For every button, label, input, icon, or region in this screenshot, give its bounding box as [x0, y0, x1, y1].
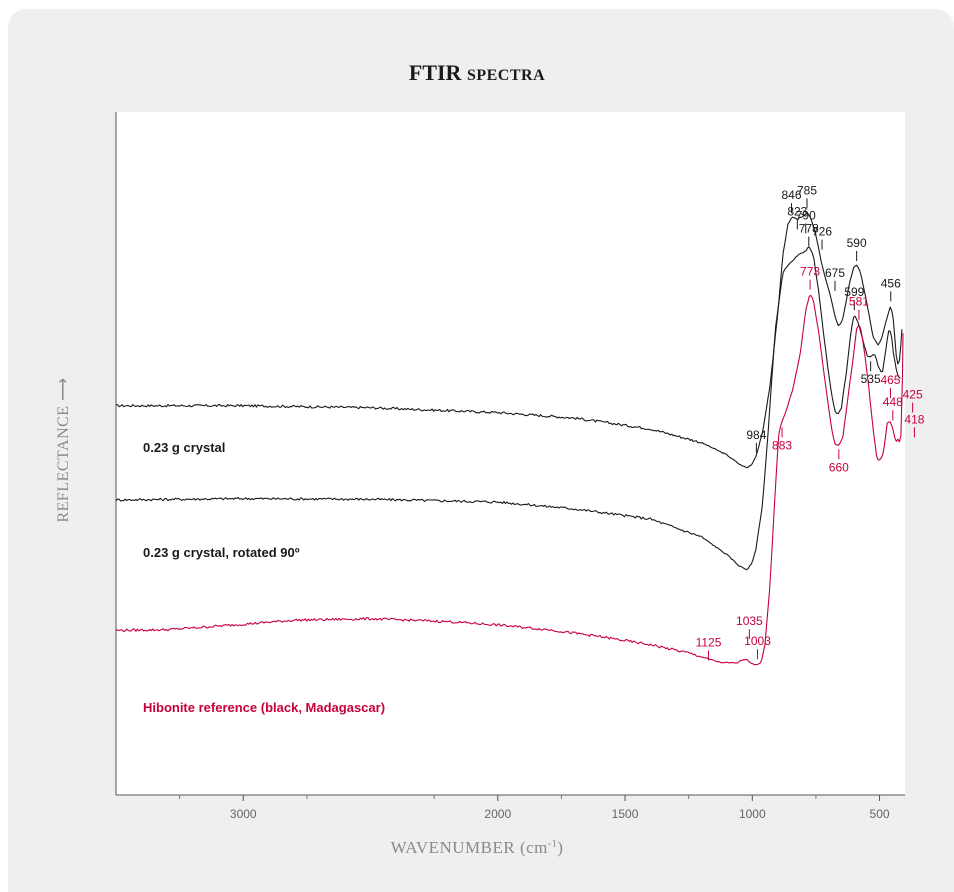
x-axis-label-end: )	[557, 838, 564, 857]
annotation-label: 535	[861, 372, 881, 386]
peak-annotation: 456	[881, 276, 901, 302]
series-label-1: 0.23 g crystal	[143, 440, 225, 455]
peak-annotation: 790	[796, 208, 816, 234]
annotation-label: 726	[812, 225, 832, 239]
annotation-label: 846	[781, 188, 801, 202]
x-axis-label-sup: -1	[547, 838, 558, 850]
annotation-label: 1125	[696, 635, 722, 649]
x-tick-label: 1500	[612, 807, 639, 821]
peak-annotation: 599	[844, 285, 865, 311]
x-tick-label: 2000	[484, 807, 511, 821]
chart-title-main: FTIR	[408, 60, 467, 85]
peak-annotation: 535	[861, 361, 881, 386]
x-axis-label-text: WAVENUMBER (cm	[390, 838, 548, 857]
y-axis-label-text: REFLECTANCE	[55, 405, 72, 523]
peak-annotation: 581	[849, 295, 869, 320]
peak-annotation: 590	[847, 236, 867, 261]
peak-annotation: 773	[800, 265, 820, 290]
series-labels: 0.23 g crystal 0.23 g crystal, rotated 90…	[143, 440, 385, 715]
y-axis-arrow-icon: ⟶	[55, 377, 72, 401]
peak-annotation: 1035	[736, 614, 763, 640]
annotation-label: 660	[829, 460, 849, 474]
series-label-2: 0.23 g crystal, rotated 90º	[143, 545, 300, 560]
annotation-label: 773	[800, 265, 820, 279]
peak-annotation: 1003	[744, 634, 771, 660]
peak-annotation: 675	[825, 266, 845, 291]
x-axis-label: WAVENUMBER (cm-1)	[0, 838, 954, 858]
chart-title: FTIR SPECTRA	[0, 60, 954, 86]
annotation-label: 675	[825, 266, 845, 280]
annotation-label: 823	[787, 204, 807, 218]
peak-annotation: 465	[880, 373, 901, 399]
annotation-label: 1003	[744, 634, 771, 648]
peak-annotation: 726	[812, 225, 832, 250]
x-tick-label: 3000	[230, 807, 257, 821]
annotation-label: 425	[903, 387, 923, 401]
series-line-2	[115, 246, 901, 571]
annotation-label: 883	[772, 438, 792, 452]
x-tick-label: 1000	[739, 807, 766, 821]
series-line-1	[116, 213, 903, 469]
peak-annotation: 425	[903, 387, 923, 413]
annotation-label: 984	[746, 428, 766, 442]
peak-annotation: 984	[746, 428, 767, 453]
series-lines	[115, 213, 904, 666]
peak-annotation: 823	[787, 204, 808, 230]
annotation-label: 590	[847, 236, 867, 250]
peak-annotation: 883	[772, 427, 792, 452]
peak-annotation: 448	[883, 395, 903, 421]
annotation-label: 581	[849, 295, 869, 309]
annotation-label: 465	[880, 373, 900, 387]
chart-title-small: SPECTRA	[466, 67, 546, 84]
peak-annotation: 1125	[696, 635, 722, 661]
peak-annotation: 778	[799, 222, 819, 247]
y-axis-label: REFLECTANCE ⟶	[53, 377, 73, 522]
annotation-label: 448	[883, 395, 903, 409]
peak-annotation: 846	[781, 188, 802, 214]
annotation-label: 790	[796, 208, 816, 222]
annotation-label: 599	[844, 285, 864, 299]
x-axis: 3000 2000 1500 1000 500	[115, 112, 905, 821]
x-tick-label: 500	[870, 807, 890, 821]
annotation-label: 1035	[736, 614, 763, 628]
annotation-label: 418	[904, 412, 924, 426]
series-line-3	[115, 294, 904, 666]
peak-annotation: 660	[829, 449, 849, 474]
annotation-label: 456	[881, 276, 901, 290]
series-label-3: Hibonite reference (black, Madagascar)	[143, 700, 385, 715]
plot-area	[116, 112, 905, 795]
annotation-label: 778	[799, 222, 819, 236]
peak-annotation: 785	[797, 183, 817, 209]
peak-annotation: 418	[904, 412, 925, 438]
annotation-label: 785	[797, 183, 817, 197]
